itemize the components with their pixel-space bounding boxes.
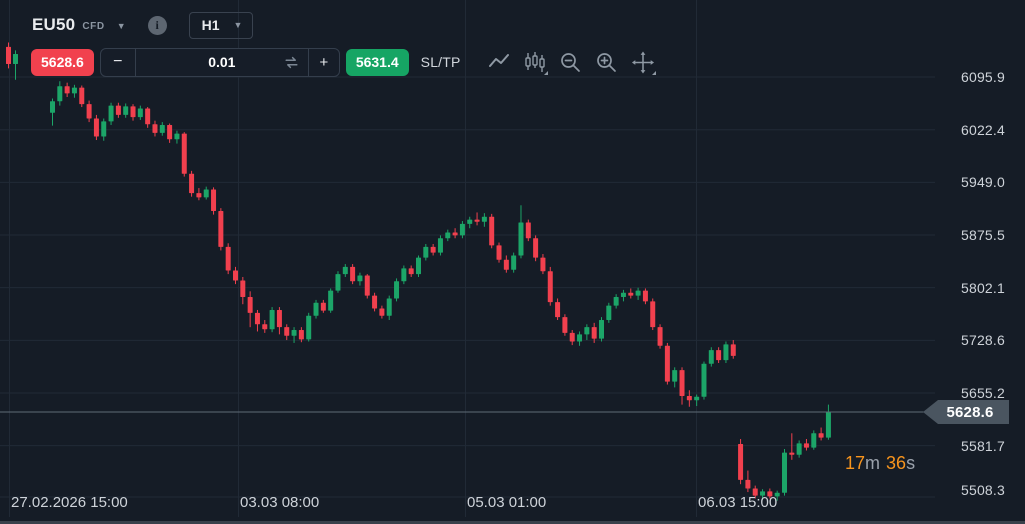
countdown-minutes-unit: m xyxy=(865,453,881,473)
candle-countdown: 17m 36s xyxy=(845,453,915,474)
price-scale-label: 5875.5 xyxy=(960,227,1005,244)
price-scale-label: 5728.6 xyxy=(960,332,1005,349)
timeframe-value: H1 xyxy=(201,17,220,33)
quantity-field[interactable]: 0.01 xyxy=(134,48,308,76)
price-scale-label: 6095.9 xyxy=(960,69,1005,85)
countdown-minutes: 17 xyxy=(845,453,866,473)
time-scale-label: 27.02.2026 15:00 xyxy=(11,494,128,511)
pan-move-icon[interactable] xyxy=(631,50,656,75)
price-scale-label: 5655.2 xyxy=(960,384,1005,401)
price-scale-label: 5802.1 xyxy=(960,279,1005,296)
trade-panel: 5628.6 − 0.01 + 5631.4 SL/TP xyxy=(31,47,656,77)
sell-button[interactable]: 5628.6 xyxy=(31,48,94,76)
candlestick-dropdown-corner-icon xyxy=(543,71,548,75)
quantity-stepper: − 0.01 + xyxy=(99,47,340,77)
time-scale-label: 03.03 08:00 xyxy=(240,494,320,511)
time-scale-label: 06.03 15:00 xyxy=(698,494,778,511)
quantity-decrease-button[interactable]: − xyxy=(113,53,123,70)
instrument-type-badge: CFD xyxy=(82,21,105,32)
price-scale-label: 5581.7 xyxy=(960,437,1005,454)
price-scale-label: 6022.4 xyxy=(960,121,1005,138)
chart-toolbar xyxy=(475,50,656,75)
countdown-seconds-unit: s xyxy=(906,453,916,473)
bottom-scrollbar[interactable] xyxy=(0,521,1025,524)
price-scale-label: 5949.0 xyxy=(960,174,1005,191)
symbol-name[interactable]: EU50 xyxy=(32,15,76,34)
buy-button[interactable]: 5631.4 xyxy=(345,48,409,76)
time-scale-label: 05.03 01:00 xyxy=(467,494,547,511)
symbol-header: EU50 CFD ▼ i H1 ▼ xyxy=(32,11,254,39)
info-icon[interactable]: i xyxy=(147,15,167,35)
sltp-label[interactable]: SL/TP xyxy=(420,54,461,70)
candlestick-chart-type-icon[interactable] xyxy=(523,50,548,75)
zoom-in-icon[interactable] xyxy=(595,50,619,74)
zoom-out-icon[interactable] xyxy=(559,50,583,74)
countdown-seconds: 36 xyxy=(886,453,907,473)
quantity-increase-button[interactable]: + xyxy=(307,48,339,76)
timeframe-caret-icon: ▼ xyxy=(233,20,243,30)
timeframe-selector[interactable]: H1 ▼ xyxy=(188,11,254,39)
line-chart-type-icon[interactable] xyxy=(487,50,511,74)
symbol-dropdown-caret-icon[interactable]: ▼ xyxy=(116,21,126,31)
quantity-value: 0.01 xyxy=(208,54,236,70)
current-price-badge: 5628.6 xyxy=(923,400,1009,425)
price-scale-label: 5508.3 xyxy=(960,482,1005,498)
refresh-quantity-icon[interactable] xyxy=(283,54,300,76)
pan-dropdown-corner-icon xyxy=(651,71,656,75)
